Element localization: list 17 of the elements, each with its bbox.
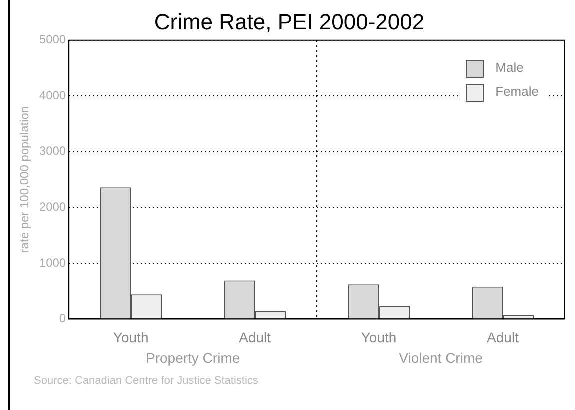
- text: Property Crime: [146, 350, 240, 366]
- y-axis-title: rate per 100,000 population: [18, 106, 32, 254]
- y-tick-label: 1000: [39, 256, 66, 270]
- text: Violent Crime: [399, 350, 484, 366]
- x-tick-label: Youth: [113, 329, 149, 346]
- chart-title: Crime Rate, PEI 2000-2002: [154, 9, 425, 34]
- source-note: Source: Canadian Centre for Justice Statistics: [34, 375, 259, 388]
- x-tick-label: Youth: [361, 329, 397, 346]
- x-tick-label: Adult: [487, 329, 520, 346]
- legend-label: Female: [496, 84, 539, 99]
- y-tick-label: 3000: [39, 144, 66, 158]
- x-tick-label: Adult: [239, 329, 272, 346]
- legend-label: Male: [496, 60, 524, 75]
- y-tick-label: 4000: [39, 88, 66, 102]
- y-tick-label: 5000: [39, 32, 66, 47]
- y-tick-label: 2000: [39, 200, 66, 214]
- y-tick-label: 0: [59, 312, 66, 326]
